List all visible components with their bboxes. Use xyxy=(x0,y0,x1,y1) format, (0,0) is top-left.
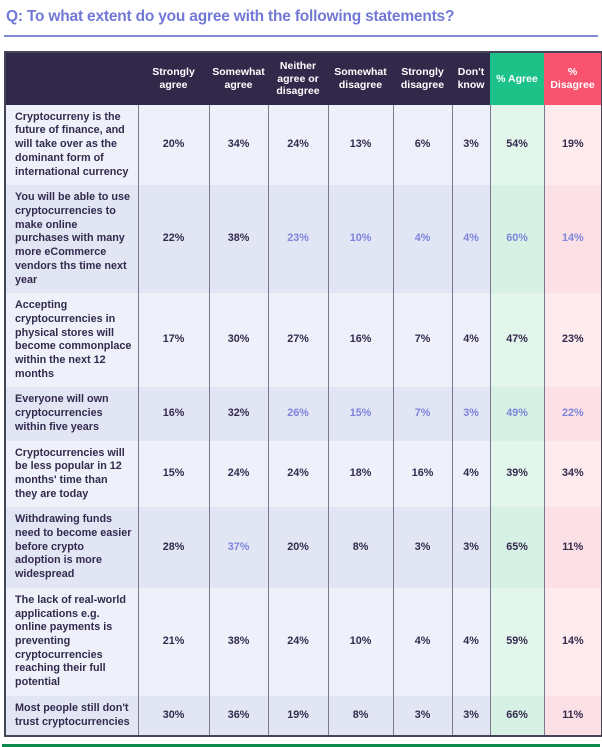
value-cell-strongly-disagree: 7% xyxy=(392,387,452,441)
value-cell-neither-agree-or-disagree: 27% xyxy=(267,293,328,388)
table-row: Withdrawing funds need to become easier … xyxy=(5,507,602,588)
value-cell-strongly-disagree: 3% xyxy=(392,507,452,588)
value-cell-strongly-disagree: 7% xyxy=(392,293,452,388)
value-cell-somewhat-agree: 30% xyxy=(208,293,268,388)
value-cell-strongly-agree: 20% xyxy=(137,104,209,186)
value-cell-strongly-agree: 22% xyxy=(137,185,209,294)
table-row: You will be able to use cryptocurrencies… xyxy=(5,185,602,294)
page-title: Q: To what extent do you agree with the … xyxy=(6,8,455,25)
value-cell-pct-agree: 54% xyxy=(489,104,544,186)
column-header-somewhat-disagree: Somewhat disagree xyxy=(328,52,393,105)
value-cell-strongly-disagree: 4% xyxy=(392,185,452,294)
statement-label: Accepting cryptocurrencies in physical s… xyxy=(15,299,132,380)
title-divider xyxy=(4,35,598,37)
table-row: Accepting cryptocurrencies in physical s… xyxy=(5,293,602,388)
value-cell-dont-know: 3% xyxy=(451,695,490,737)
statement-label: Cryptocurreny is the future of finance, … xyxy=(15,110,129,178)
survey-results-table: Strongly agree Somewhat agree Neither agre… xyxy=(4,51,602,738)
value-cell-pct-agree: 66% xyxy=(489,695,544,737)
value-cell-somewhat-agree: 36% xyxy=(208,695,268,737)
table-body: Cryptocurreny is the future of finance, … xyxy=(5,104,602,737)
value-cell-strongly-agree: 16% xyxy=(137,387,209,441)
value-cell-pct-agree: 60% xyxy=(489,185,544,294)
value-cell-pct-agree: 49% xyxy=(489,387,544,441)
value-cell-pct-disagree: 22% xyxy=(543,387,602,441)
statement-label: Withdrawing funds need to become easier … xyxy=(15,513,132,581)
value-cell-pct-agree: 65% xyxy=(489,507,544,588)
value-cell-strongly-agree: 17% xyxy=(137,293,209,388)
value-cell-neither-agree-or-disagree: 24% xyxy=(267,587,328,696)
value-cell-dont-know: 4% xyxy=(451,185,490,294)
value-cell-pct-disagree: 14% xyxy=(543,185,602,294)
value-cell-dont-know: 4% xyxy=(451,293,490,388)
table-row: Cryptocurrencies will be less popular in… xyxy=(5,440,602,508)
statement-label: Cryptocurrencies will be less popular in… xyxy=(15,446,125,500)
value-cell-somewhat-disagree: 15% xyxy=(327,387,393,441)
value-cell-somewhat-agree: 32% xyxy=(208,387,268,441)
value-cell-pct-disagree: 11% xyxy=(543,507,602,588)
value-cell-strongly-agree: 21% xyxy=(137,587,209,696)
value-cell-dont-know: 3% xyxy=(451,104,490,186)
value-cell-dont-know: 3% xyxy=(451,387,490,441)
table-row: Most people still don't trust cryptocurr… xyxy=(5,695,602,737)
value-cell-pct-disagree: 14% xyxy=(543,587,602,696)
statement-label: Everyone will own cryptocurrencies withi… xyxy=(15,393,109,433)
value-cell-pct-disagree: 34% xyxy=(543,440,602,508)
column-header-somewhat-agree: Somewhat agree xyxy=(209,52,268,105)
value-cell-pct-agree: 47% xyxy=(489,293,544,388)
value-cell-somewhat-agree: 34% xyxy=(208,104,268,186)
value-cell-somewhat-agree: 38% xyxy=(208,587,268,696)
column-header-strongly-agree: Strongly agree xyxy=(138,52,209,105)
column-header-dont-know: Don't know xyxy=(452,52,490,105)
value-cell-somewhat-disagree: 18% xyxy=(327,440,393,508)
value-cell-somewhat-agree: 37% xyxy=(208,507,268,588)
value-cell-strongly-disagree: 6% xyxy=(392,104,452,186)
statement-label: The lack of real-world applications e.g.… xyxy=(15,593,126,689)
table-row: The lack of real-world applications e.g.… xyxy=(5,587,602,696)
value-cell-neither-agree-or-disagree: 24% xyxy=(267,104,328,186)
value-cell-neither-agree-or-disagree: 24% xyxy=(267,440,328,508)
value-cell-dont-know: 4% xyxy=(451,440,490,508)
table-row: Everyone will own cryptocurrencies withi… xyxy=(5,387,602,441)
value-cell-strongly-disagree: 16% xyxy=(392,440,452,508)
header-row: Strongly agree Somewhat agree Neither agre… xyxy=(5,52,602,105)
value-cell-neither-agree-or-disagree: 26% xyxy=(267,387,328,441)
column-header-neither-agree-or-disagree: Neither agree or disagree xyxy=(268,52,328,105)
value-cell-somewhat-agree: 24% xyxy=(208,440,268,508)
value-cell-pct-disagree: 19% xyxy=(543,104,602,186)
value-cell-somewhat-disagree: 10% xyxy=(327,587,393,696)
value-cell-strongly-agree: 30% xyxy=(137,695,209,737)
value-cell-neither-agree-or-disagree: 19% xyxy=(267,695,328,737)
value-cell-somewhat-disagree: 8% xyxy=(327,695,393,737)
value-cell-strongly-disagree: 3% xyxy=(392,695,452,737)
value-cell-dont-know: 4% xyxy=(451,587,490,696)
value-cell-pct-disagree: 11% xyxy=(543,695,602,737)
value-cell-somewhat-disagree: 10% xyxy=(327,185,393,294)
value-cell-strongly-agree: 15% xyxy=(137,440,209,508)
value-cell-somewhat-disagree: 8% xyxy=(327,507,393,588)
column-header-pct-agree: % Agree xyxy=(490,52,544,105)
value-cell-neither-agree-or-disagree: 23% xyxy=(267,185,328,294)
value-cell-strongly-agree: 28% xyxy=(137,507,209,588)
value-cell-neither-agree-or-disagree: 20% xyxy=(267,507,328,588)
value-cell-pct-agree: 39% xyxy=(489,440,544,508)
column-header-pct-disagree: % Disagree xyxy=(544,52,602,105)
value-cell-somewhat-disagree: 16% xyxy=(327,293,393,388)
value-cell-somewhat-disagree: 13% xyxy=(327,104,393,186)
value-cell-pct-agree: 59% xyxy=(489,587,544,696)
table-row: Cryptocurreny is the future of finance, … xyxy=(5,104,602,186)
statement-label: Most people still don't trust cryptocurr… xyxy=(15,701,130,728)
column-header-strongly-disagree: Strongly disagree xyxy=(393,52,452,105)
value-cell-strongly-disagree: 4% xyxy=(392,587,452,696)
value-cell-pct-disagree: 23% xyxy=(543,293,602,388)
statement-column-header xyxy=(5,52,138,105)
statement-label: You will be able to use cryptocurrencies… xyxy=(15,191,130,286)
value-cell-somewhat-agree: 38% xyxy=(208,185,268,294)
value-cell-dont-know: 3% xyxy=(451,507,490,588)
